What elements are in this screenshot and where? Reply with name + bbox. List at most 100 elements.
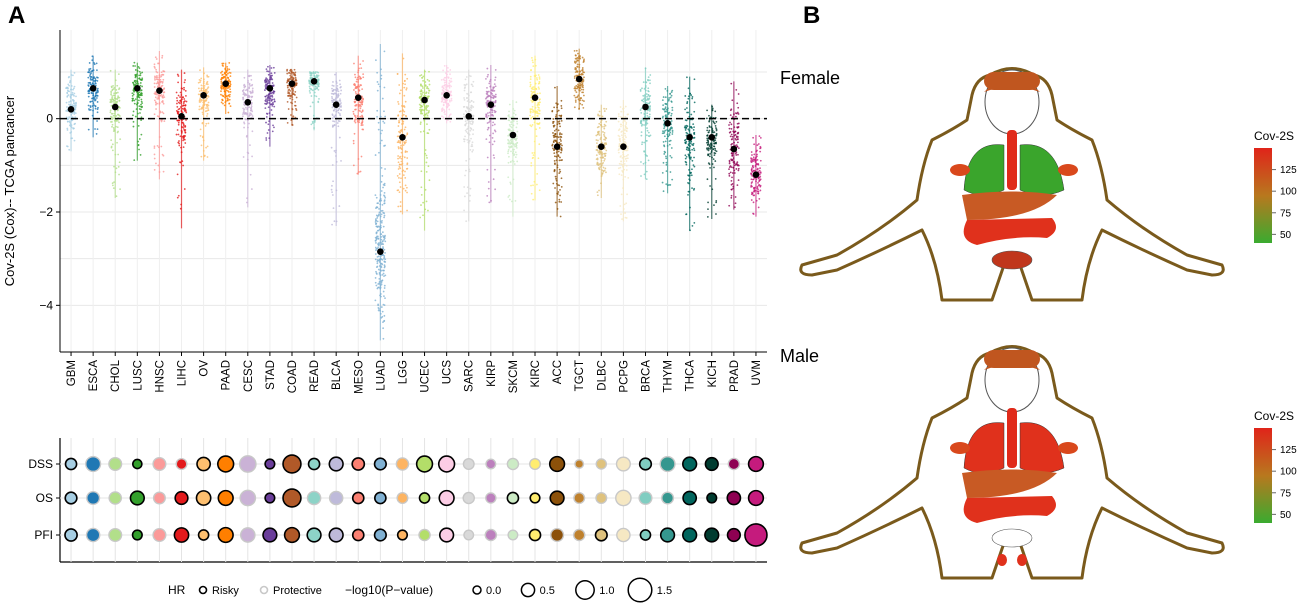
data-point [489,134,491,137]
data-point [138,105,141,108]
data-point [422,75,425,78]
data-point [87,95,90,98]
data-point [428,89,430,92]
median-point [575,75,583,83]
data-point [751,192,754,195]
data-point [643,88,646,90]
data-point [733,141,735,144]
data-point [647,90,650,92]
data-point [406,150,409,153]
data-point [617,120,620,123]
data-point [382,303,385,306]
data-point [443,79,446,82]
data-point [530,184,532,187]
data-point [382,225,385,228]
data-point [706,178,709,181]
data-point [266,78,269,81]
data-point [374,154,377,156]
bubble-dss-kirp [485,458,497,470]
data-point [664,88,667,90]
data-point [65,101,68,104]
data-point [624,105,627,108]
data-point [752,212,754,215]
data-point [358,119,361,121]
data-point [176,119,179,122]
data-point [176,73,179,76]
data-point [335,80,338,83]
data-point [358,85,361,88]
data-point [426,95,429,98]
bubble-dss-lgg [395,457,410,471]
data-point [246,158,249,161]
data-point [662,104,665,107]
data-point [442,104,445,107]
data-point [153,157,156,160]
data-point [463,195,466,198]
data-point [421,112,424,115]
data-point [560,136,563,138]
data-point [206,74,209,77]
data-point [620,160,623,163]
data-point [759,189,762,192]
data-point [489,95,492,98]
data-point [485,102,488,104]
data-point [515,146,518,149]
data-point [361,124,364,126]
data-point [93,104,96,107]
data-point [222,62,225,65]
data-point [180,203,183,206]
data-point [534,58,537,61]
data-point [160,119,163,122]
x-tick-label: LUSC [132,360,144,391]
data-point [113,99,116,102]
data-point [645,93,648,95]
data-point [141,85,144,88]
data-point [352,139,355,142]
data-point [227,98,229,101]
data-point [538,189,541,192]
data-point [465,83,468,86]
data-point [551,110,554,113]
data-point [450,99,453,102]
data-point [418,96,421,99]
data-point [538,127,541,129]
data-point [265,77,268,80]
data-point [578,73,581,76]
data-point [380,306,383,308]
data-point [88,69,91,72]
data-point [691,187,693,190]
data-point [644,67,647,70]
data-point [377,83,380,86]
data-point [266,82,269,85]
data-point [419,92,422,95]
data-point [378,258,381,261]
data-point [671,178,674,181]
data-point [537,86,540,89]
data-point [448,116,450,118]
legend-size-marker [520,582,536,598]
data-point [290,114,292,116]
data-point [225,89,228,92]
data-point [243,110,245,113]
data-point [627,153,629,156]
data-point [714,147,716,150]
data-point [90,91,93,94]
data-point [68,148,71,151]
data-point [155,58,158,60]
data-point [69,123,72,125]
data-point [111,123,114,126]
data-point [381,97,384,100]
data-point [205,104,208,107]
data-point [514,151,517,154]
bubble-dss-cesc [238,455,257,473]
data-point [757,143,760,145]
data-point [179,161,181,164]
male-label: Male [780,346,819,366]
data-point [758,183,761,186]
data-point [359,107,362,110]
data-point [465,130,468,133]
data-point [330,92,333,95]
data-point [463,98,466,101]
data-point [177,108,180,111]
